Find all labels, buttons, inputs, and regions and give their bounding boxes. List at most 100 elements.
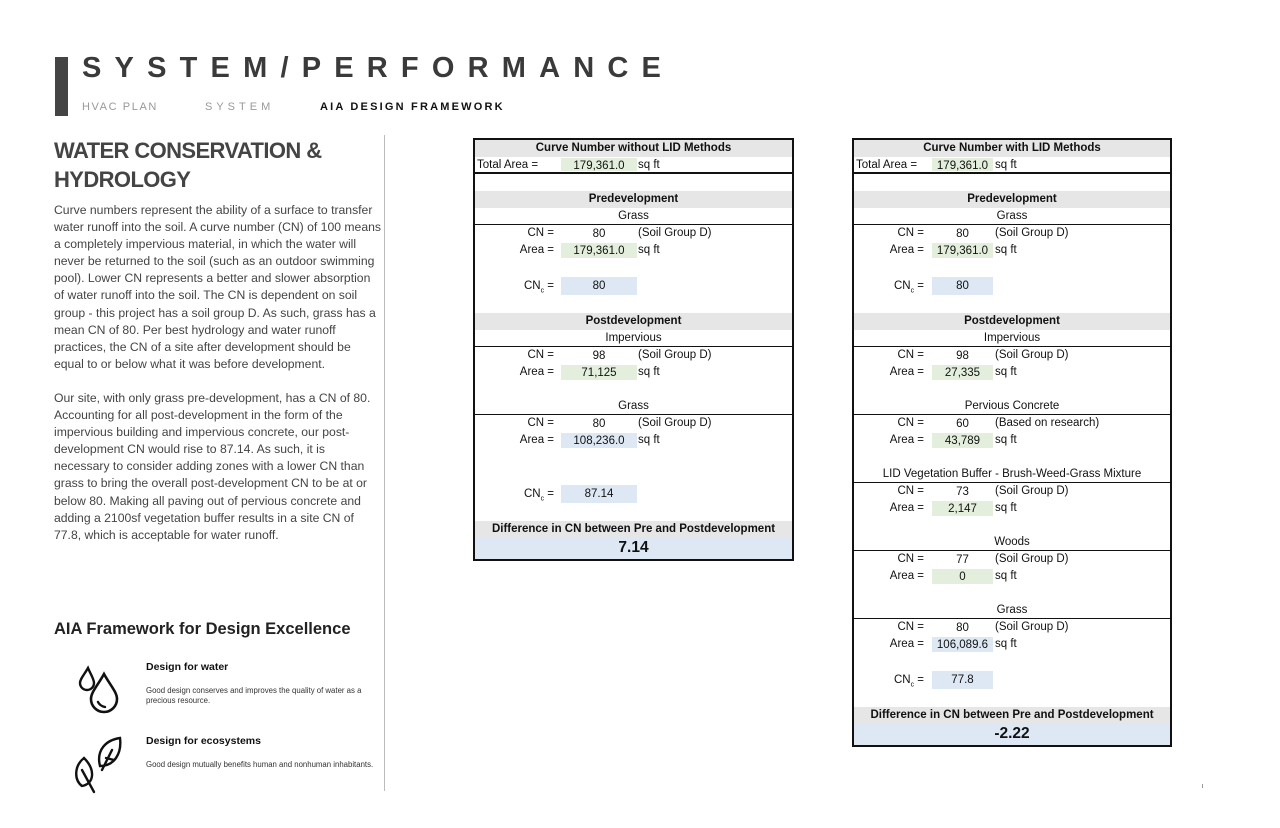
row-value: 2,147: [932, 501, 993, 516]
column-divider: [384, 135, 385, 791]
framework-title: Design for water: [146, 661, 229, 673]
framework-item-ecosystems: Design for ecosystems Good design mutual…: [146, 735, 381, 770]
nav-hvac-plan[interactable]: HVAC PLAN: [82, 101, 158, 113]
row-value: 71,125: [561, 365, 637, 380]
row-unit: sq ft: [638, 244, 660, 256]
aia-framework-heading: AIA Framework for Design Excellence: [54, 620, 351, 638]
spacer-row: [854, 517, 1170, 534]
section-header: Curve Number without LID Methods: [475, 140, 792, 157]
row-value: 108,236.0: [561, 433, 637, 448]
row-label: Area =: [889, 502, 924, 514]
section-header: Difference in CN between Pre and Postdev…: [854, 707, 1170, 724]
row-label: Area =: [889, 570, 924, 582]
value-row: CN = 98 (Soil Group D): [475, 347, 792, 364]
row-value: 60: [956, 418, 969, 430]
row-value: 80: [592, 418, 606, 430]
row-label: CN =: [897, 349, 924, 361]
row-value: 179,361.0: [561, 243, 637, 258]
section-header: Difference in CN between Pre and Postdev…: [475, 521, 792, 538]
value-row: CN = 73 (Soil Group D): [854, 483, 1170, 500]
row-label: CNc =: [523, 488, 554, 503]
row-label: CNc =: [893, 674, 924, 689]
spacer-row: [475, 259, 792, 276]
row-value: 179,361.0: [561, 158, 637, 172]
row-unit: (Soil Group D): [995, 485, 1069, 497]
total-area-row: Total Area = 179,361.0 sq ft: [475, 157, 792, 174]
row-label: Area =: [519, 244, 554, 256]
row-unit: sq ft: [638, 434, 660, 446]
section-header: Curve Number with LID Methods: [854, 140, 1170, 157]
row-unit: sq ft: [995, 570, 1017, 582]
nav-aia-design-framework[interactable]: AIA DESIGN FRAMEWORK: [320, 101, 505, 113]
cn-table-with-lid: Curve Number with LID Methods Total Area …: [852, 138, 1172, 747]
value-row: Area = 0 sq ft: [854, 568, 1170, 585]
row-label: Area =: [889, 638, 924, 650]
row-value: 80: [592, 228, 606, 240]
spacer-row: [475, 296, 792, 313]
section-heading: WATER CONSERVATION & HYDROLOGY: [54, 138, 322, 192]
spacer-row: [854, 381, 1170, 398]
row-value: 98: [592, 350, 606, 362]
row-label: Area =: [889, 434, 924, 446]
row-unit: (Soil Group D): [995, 621, 1069, 633]
total-area-row: Total Area = 179,361.0 sq ft: [854, 157, 1170, 174]
spacer-row: [854, 259, 1170, 276]
row-value: 179,361.0: [932, 158, 993, 172]
land-cover-label: Grass: [854, 602, 1170, 619]
spacer-row: [475, 449, 792, 484]
cn-table-without-lid: Curve Number without LID Methods Total Ar…: [473, 138, 794, 561]
row-label: CN =: [897, 417, 924, 429]
row-value: 77.8: [932, 671, 993, 689]
row-unit: (Soil Group D): [638, 349, 712, 361]
row-unit: (Soil Group D): [638, 227, 712, 239]
row-unit: sq ft: [995, 434, 1017, 446]
value-row: Area = 108,236.0 sq ft: [475, 432, 792, 449]
land-cover-label: Impervious: [854, 330, 1170, 347]
row-unit: sq ft: [995, 159, 1017, 171]
row-value: 87.14: [561, 485, 637, 503]
spacer-row: [854, 449, 1170, 466]
composite-cn-row: CNc = 80: [475, 276, 792, 296]
value-row: CN = 80 (Soil Group D): [475, 225, 792, 242]
paragraph: Our site, with only grass pre-developmen…: [54, 390, 371, 542]
spacer-row: [854, 296, 1170, 313]
row-unit: sq ft: [638, 366, 660, 378]
section-header: Predevelopment: [854, 191, 1170, 208]
land-cover-label: Grass: [475, 398, 792, 415]
row-value: 27,335: [932, 365, 993, 380]
row-unit: (Soil Group D): [995, 349, 1069, 361]
page-title: SYSTEM/PERFORMANCE: [82, 52, 675, 84]
row-label: Total Area =: [477, 159, 539, 171]
section-header: Predevelopment: [475, 191, 792, 208]
row-value: 77: [956, 554, 969, 566]
row-label: Total Area =: [856, 159, 918, 171]
row-label: Area =: [519, 434, 554, 446]
land-cover-label: Impervious: [475, 330, 792, 347]
row-value: 106,089.6: [932, 637, 993, 652]
land-cover-label: LID Vegetation Buffer - Brush-Weed-Grass…: [854, 466, 1170, 483]
value-row: CN = 80 (Soil Group D): [854, 619, 1170, 636]
cn-difference-value: -2.22: [854, 724, 1170, 745]
spacer-row: [854, 585, 1170, 602]
spacer-row: [475, 504, 792, 521]
row-unit: (Based on research): [995, 417, 1100, 429]
row-label: CN =: [527, 417, 554, 429]
body-text: Curve numbers represent the ability of a…: [54, 202, 382, 561]
framework-item-water: Design for water Good design conserves a…: [146, 661, 381, 706]
framework-description: Good design mutually benefits human and …: [146, 760, 374, 769]
row-value: 0: [932, 569, 993, 584]
row-unit: (Soil Group D): [638, 417, 712, 429]
value-row: CN = 80 (Soil Group D): [475, 415, 792, 432]
row-value: 179,361.0: [932, 243, 993, 258]
row-unit: sq ft: [995, 244, 1017, 256]
value-row: Area = 2,147 sq ft: [854, 500, 1170, 517]
section-header: Postdevelopment: [854, 313, 1170, 330]
value-row: CN = 60 (Based on research): [854, 415, 1170, 432]
composite-cn-row: CNc = 77.8: [854, 670, 1170, 690]
nav-system[interactable]: SYSTEM: [205, 101, 275, 113]
row-label: CN =: [897, 621, 924, 633]
header-accent-bar: [55, 57, 68, 116]
row-label: CN =: [897, 485, 924, 497]
row-value: 80: [932, 277, 993, 295]
section-header: Postdevelopment: [475, 313, 792, 330]
